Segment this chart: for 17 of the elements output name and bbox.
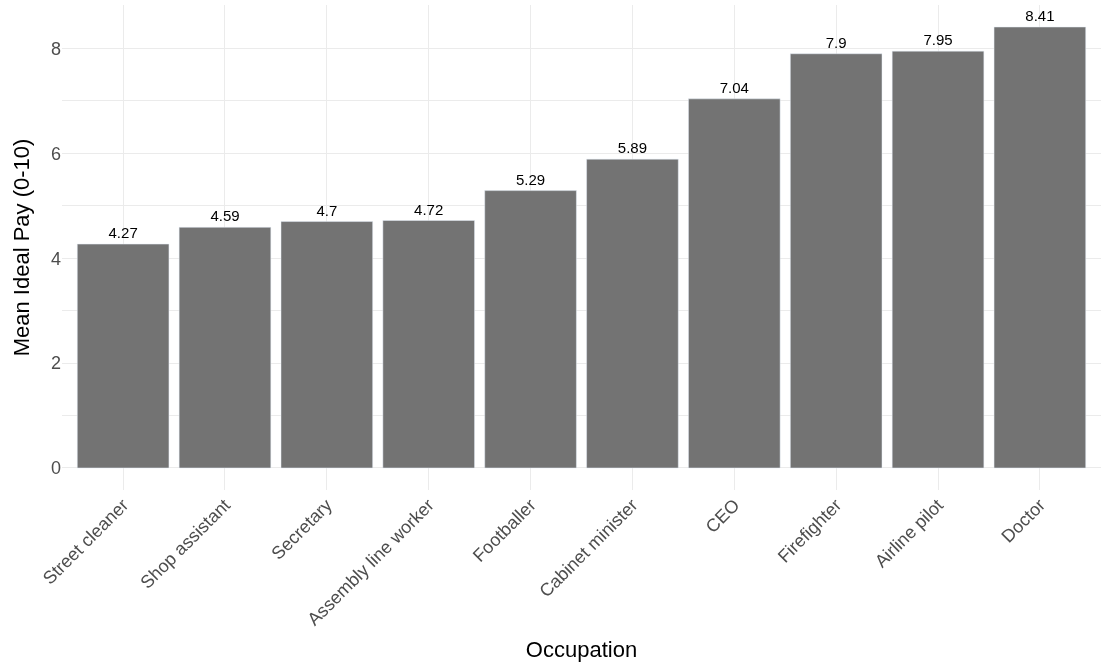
data-label: 7.9 xyxy=(825,33,847,51)
data-label: 5.29 xyxy=(515,170,546,188)
y-tick-label: 4 xyxy=(50,248,61,269)
y-tick-label: 8 xyxy=(50,38,61,59)
data-label: 7.95 xyxy=(923,31,953,49)
data-label: 5.89 xyxy=(617,139,648,157)
data-label: 7.04 xyxy=(719,78,749,96)
data-label: 8.41 xyxy=(1025,7,1055,25)
data-label: 4.7 xyxy=(316,201,338,219)
data-label: 4.27 xyxy=(108,224,138,242)
y-axis-title: Mean Ideal Pay (0-10) xyxy=(8,138,34,357)
x-axis-title: Occupation xyxy=(525,637,638,662)
data-label: 4.59 xyxy=(210,207,240,225)
data-label: 4.72 xyxy=(414,200,444,218)
y-tick-label: 2 xyxy=(50,353,61,374)
y-tick-label: 6 xyxy=(50,143,61,164)
y-tick-label: 0 xyxy=(50,458,61,479)
